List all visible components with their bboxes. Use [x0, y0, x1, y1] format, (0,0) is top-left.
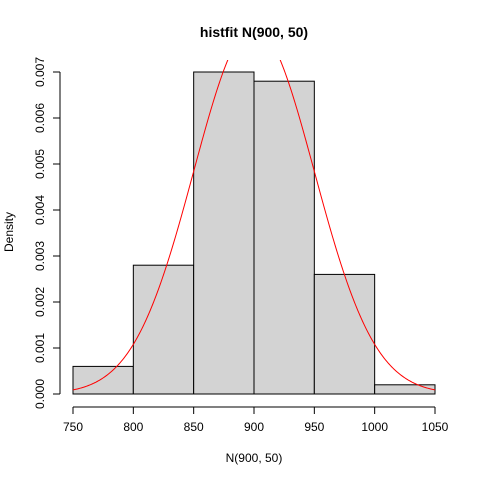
x-tick-label: 950: [304, 420, 324, 434]
histogram-bar-5: [374, 384, 436, 395]
x-tick-label: 800: [123, 420, 143, 434]
y-tick-label: 0.006: [33, 103, 47, 133]
y-tick-label: 0.003: [33, 241, 47, 271]
fit-curve-layer: [72, 60, 436, 391]
x-tick-label: 1050: [422, 420, 449, 434]
histogram-bar-2: [193, 71, 255, 395]
histogram-bar-4: [313, 273, 376, 395]
x-tick-label: 850: [184, 420, 204, 434]
x-tick-label: 1000: [361, 420, 388, 434]
histogram-bars: [72, 71, 436, 395]
y-axis: 0.000 0.001 0.002 0.003 0.004 0.005 0.006 0.007: [33, 57, 61, 409]
y-axis-title: Density: [2, 212, 16, 252]
x-tick-label: 900: [244, 420, 264, 434]
y-tick-label: 0.002: [33, 287, 47, 317]
x-axis-title: N(900, 50): [226, 451, 283, 465]
x-tick-label: 750: [63, 420, 83, 434]
y-tick-label: 0.007: [33, 57, 47, 87]
y-tick-label: 0.004: [33, 195, 47, 225]
x-axis: 750 800 850 900 950 1000 1050: [63, 406, 449, 434]
y-tick-label: 0.001: [33, 333, 47, 363]
chart-title: histfit N(900, 50): [200, 24, 308, 40]
histogram-bar-1: [132, 264, 195, 395]
normal-fit-curve: [72, 60, 436, 391]
y-tick-label: 0.000: [33, 379, 47, 409]
histogram-bar-0: [72, 365, 134, 395]
y-tick-label: 0.005: [33, 149, 47, 179]
histogram-bar-3: [253, 80, 315, 395]
